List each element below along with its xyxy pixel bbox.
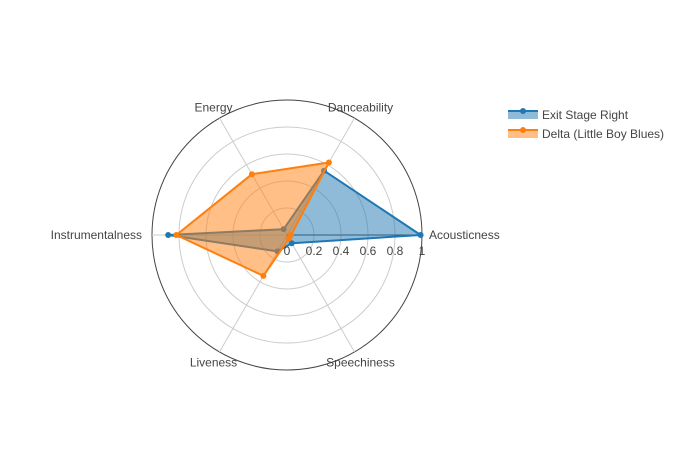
axis-label: Energy [194, 101, 232, 115]
legend-label: Delta (Little Boy Blues) [542, 127, 664, 141]
legend-label: Exit Stage Right [542, 108, 629, 122]
series-point [165, 232, 172, 238]
radar-labels: Acousticness Danceability Energy Instrument… [51, 101, 500, 370]
series-point [173, 232, 180, 238]
spoke-line [286, 234, 355, 353]
legend[interactable]: Exit Stage Right Delta (Little Boy Blues) [508, 108, 664, 141]
radial-tick-label: 0.6 [360, 244, 377, 258]
legend-item-2[interactable]: Delta (Little Boy Blues) [508, 127, 664, 141]
legend-marker [520, 108, 526, 114]
radial-tick-label: 0 [284, 244, 291, 258]
series-point [325, 159, 332, 166]
axis-label: Danceability [328, 101, 393, 115]
legend-swatch [508, 130, 538, 138]
legend-swatch [508, 111, 538, 119]
radial-tick-label: 1 [419, 244, 426, 258]
axis-label: Instrumentalness [51, 228, 142, 242]
series-point [288, 240, 295, 247]
radial-tick-label: 0.8 [387, 244, 404, 258]
legend-marker [520, 127, 526, 133]
series-point [286, 235, 292, 242]
series-point [260, 272, 267, 279]
series-point [248, 171, 255, 178]
axis-label: Liveness [190, 355, 237, 369]
radial-tick-label: 0.2 [306, 244, 323, 258]
radar-series-layer [165, 159, 424, 279]
radial-tick-label: 0.4 [333, 244, 350, 258]
series-point [417, 232, 424, 238]
axis-label: Acousticness [429, 228, 500, 242]
axis-label: Speechiness [326, 355, 395, 369]
legend-item-1[interactable]: Exit Stage Right [508, 108, 629, 122]
